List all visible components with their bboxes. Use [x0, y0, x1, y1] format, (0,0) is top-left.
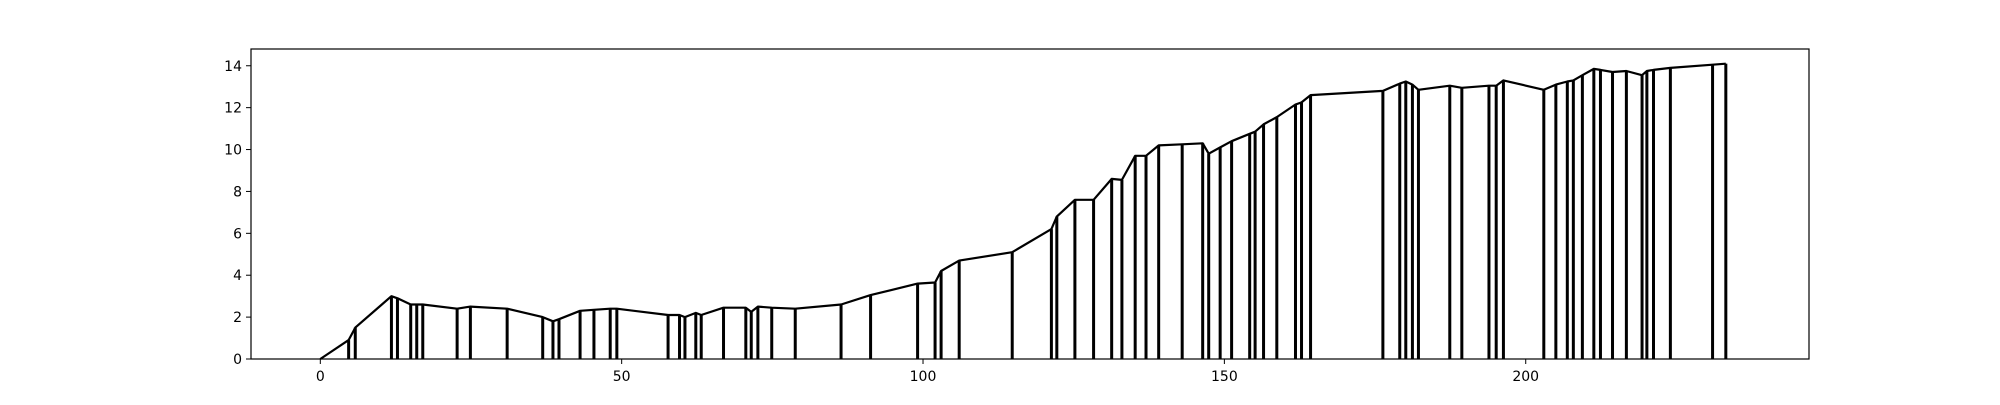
y-tick-label: 14 [224, 59, 242, 75]
x-tick-label: 200 [1512, 369, 1539, 385]
x-axis: 0 50 100 150 200 [316, 359, 1539, 385]
y-tick-label: 6 [233, 226, 242, 242]
y-tick-label: 12 [224, 101, 242, 117]
y-axis: 0 2 4 6 8 10 12 14 [224, 59, 251, 368]
x-tick-label: 150 [1211, 369, 1238, 385]
y-tick-label: 2 [233, 310, 242, 326]
x-tick-label: 50 [613, 369, 631, 385]
series-line [319, 62, 1726, 360]
y-tick-label: 0 [233, 352, 242, 368]
y-tick-label: 10 [224, 143, 242, 159]
y-tick-label: 4 [233, 268, 242, 284]
series-drop-lines [347, 63, 1728, 359]
x-tick-label: 100 [910, 369, 937, 385]
x-tick-label: 0 [316, 369, 325, 385]
plot-area-frame [250, 48, 1810, 360]
y-tick-label: 8 [233, 184, 242, 200]
